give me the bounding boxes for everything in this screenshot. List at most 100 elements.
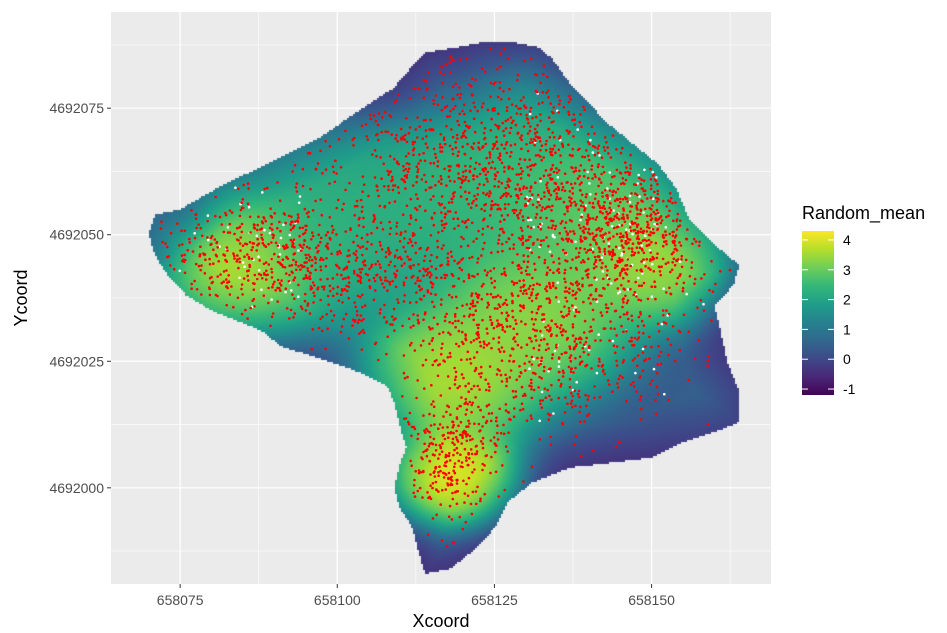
observed-point (634, 192, 637, 195)
observed-point (530, 340, 533, 343)
observed-point (486, 170, 490, 174)
observed-point (443, 273, 446, 277)
observed-point (394, 285, 398, 289)
observed-point (530, 417, 533, 420)
observed-point (194, 217, 198, 221)
observed-point (456, 119, 459, 123)
observed-point (447, 175, 451, 179)
observed-point (395, 249, 399, 252)
observed-point (363, 304, 367, 307)
observed-point (226, 249, 229, 252)
observed-point (557, 257, 561, 260)
observed-point (483, 70, 487, 73)
observed-point (416, 432, 420, 436)
observed-point (469, 502, 473, 506)
observed-point (224, 258, 227, 262)
observed-point (570, 219, 573, 223)
observed-point (649, 231, 653, 234)
observed-point (388, 283, 392, 286)
observed-point (481, 247, 485, 251)
observed-point (528, 360, 531, 364)
observed-point (360, 267, 364, 271)
observed-point (538, 283, 541, 287)
observed-point (579, 113, 582, 116)
observed-point (586, 220, 589, 224)
observed-point (614, 263, 617, 267)
observed-point (700, 277, 703, 280)
observed-point (620, 235, 624, 238)
observed-point (532, 346, 536, 350)
observed-point (511, 389, 515, 393)
observed-point (201, 234, 204, 238)
observed-point (317, 233, 321, 236)
observed-point (409, 326, 413, 329)
observed-point (317, 326, 321, 330)
observed-point (529, 414, 533, 418)
observed-point (536, 238, 539, 241)
observed-point (446, 483, 450, 487)
observed-point (418, 153, 421, 156)
observed-point (351, 318, 355, 322)
observed-point (557, 94, 560, 98)
observed-point (571, 118, 574, 122)
observed-point (465, 57, 468, 61)
observed-point (594, 218, 598, 221)
observed-point (310, 264, 314, 268)
other-point (634, 371, 637, 375)
observed-point (540, 197, 543, 201)
observed-point (615, 345, 619, 348)
observed-point (549, 193, 553, 197)
observed-point (677, 225, 680, 228)
observed-point (412, 87, 416, 90)
observed-point (611, 390, 614, 394)
other-point (556, 281, 559, 285)
observed-point (629, 264, 632, 268)
observed-point (563, 172, 567, 175)
observed-point (405, 176, 409, 179)
observed-point (577, 395, 581, 399)
observed-point (484, 173, 488, 176)
observed-point (588, 142, 591, 146)
observed-point (335, 273, 339, 276)
observed-point (372, 114, 376, 117)
other-point (284, 290, 287, 294)
observed-point (494, 295, 498, 299)
observed-point (461, 175, 465, 178)
observed-point (248, 215, 252, 219)
observed-point (516, 78, 519, 82)
observed-point (641, 187, 644, 190)
observed-point (460, 442, 464, 445)
observed-point (370, 231, 373, 235)
observed-point (334, 159, 337, 162)
other-point (678, 260, 682, 263)
other-point (651, 170, 655, 174)
observed-point (303, 265, 306, 268)
observed-point (359, 295, 362, 299)
observed-point (639, 227, 643, 230)
observed-point (216, 275, 219, 278)
observed-point (490, 117, 493, 121)
observed-point (456, 386, 460, 390)
observed-point (630, 254, 634, 257)
observed-point (435, 276, 438, 280)
observed-point (424, 188, 428, 192)
observed-point (354, 259, 358, 262)
observed-point (561, 144, 565, 147)
observed-point (395, 221, 399, 225)
observed-point (332, 170, 336, 174)
observed-point (497, 112, 500, 116)
observed-point (475, 204, 478, 207)
observed-point (565, 314, 568, 317)
observed-point (638, 398, 642, 402)
observed-point (476, 186, 480, 190)
observed-point (253, 223, 256, 227)
observed-point (401, 324, 404, 328)
observed-point (544, 326, 547, 329)
observed-point (409, 240, 413, 243)
observed-point (571, 334, 575, 337)
observed-point (208, 293, 212, 297)
observed-point (637, 251, 640, 254)
observed-point (439, 303, 443, 306)
observed-point (274, 241, 278, 245)
